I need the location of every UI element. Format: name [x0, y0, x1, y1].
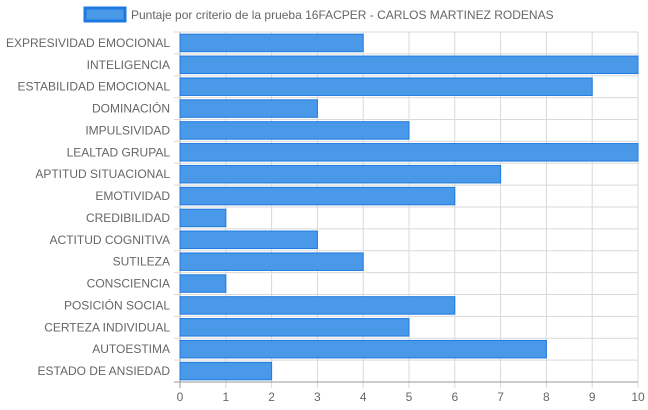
bar[interactable] — [179, 296, 456, 315]
bar[interactable] — [179, 55, 639, 75]
x-tick-label: 7 — [497, 390, 504, 404]
y-tick-label: LEALTAD GRUPAL — [67, 145, 171, 159]
bar[interactable] — [179, 208, 227, 228]
x-tick-label: 2 — [268, 390, 275, 404]
bar[interactable] — [179, 318, 410, 337]
y-tick-label: ACTITUD COGNITIVA — [50, 233, 170, 247]
x-tick-label: 4 — [360, 390, 367, 404]
bar[interactable] — [179, 77, 593, 96]
y-axis-labels: EXPRESIVIDAD EMOCIONAL INTELIGENCIA ESTABI… — [6, 36, 170, 378]
y-tick-label: POSICIÓN SOCIAL — [64, 297, 170, 312]
x-tick-label: 10 — [631, 390, 645, 404]
x-tick-label: 0 — [177, 390, 184, 404]
y-tick-label: CERTEZA INDIVIDUAL — [44, 320, 170, 334]
y-tick-label: ESTABILIDAD EMOCIONAL — [18, 80, 171, 94]
bar[interactable] — [179, 361, 273, 381]
x-axis-labels: 0 1 2 3 4 5 6 7 8 9 10 — [177, 390, 645, 404]
x-tick-label: 6 — [451, 390, 458, 404]
bar[interactable] — [179, 164, 502, 184]
x-tick-label: 8 — [543, 390, 550, 404]
y-tick-label: DOMINACIÓN — [92, 101, 170, 116]
x-tick-label: 5 — [406, 390, 413, 404]
legend-swatch — [83, 6, 127, 23]
bar[interactable] — [179, 33, 364, 53]
y-tick-label: APTITUD SITUACIONAL — [35, 167, 170, 181]
legend-label: Puntaje por criterio de la prueba 16FACP… — [131, 8, 554, 22]
chart-legend[interactable]: Puntaje por criterio de la prueba 16FACP… — [83, 6, 554, 23]
y-tick-label: CREDIBILIDAD — [86, 211, 170, 225]
y-tick-label: ESTADO DE ANSIEDAD — [38, 364, 171, 378]
y-tick-label: EXPRESIVIDAD EMOCIONAL — [6, 36, 170, 50]
bar[interactable] — [179, 252, 364, 271]
y-tick-label: EMOTIVIDAD — [95, 189, 170, 203]
bar[interactable] — [179, 143, 639, 162]
bar[interactable] — [179, 274, 227, 293]
bar[interactable] — [179, 186, 456, 206]
y-tick-label: INTELIGENCIA — [87, 58, 170, 72]
bar[interactable] — [179, 339, 547, 359]
x-tick-label: 3 — [314, 390, 321, 404]
bar[interactable] — [179, 230, 318, 250]
y-tick-label: AUTOESTIMA — [92, 342, 170, 356]
y-tick-label: CONSCIENCIA — [87, 277, 170, 291]
x-tick-label: 9 — [589, 390, 596, 404]
y-tick-label: SUTILEZA — [113, 255, 170, 269]
bar[interactable] — [179, 99, 318, 118]
y-tick-label: IMPULSIVIDAD — [85, 123, 170, 137]
x-tick-label: 1 — [222, 390, 229, 404]
bar[interactable] — [179, 121, 410, 140]
chart-bars — [179, 33, 639, 381]
